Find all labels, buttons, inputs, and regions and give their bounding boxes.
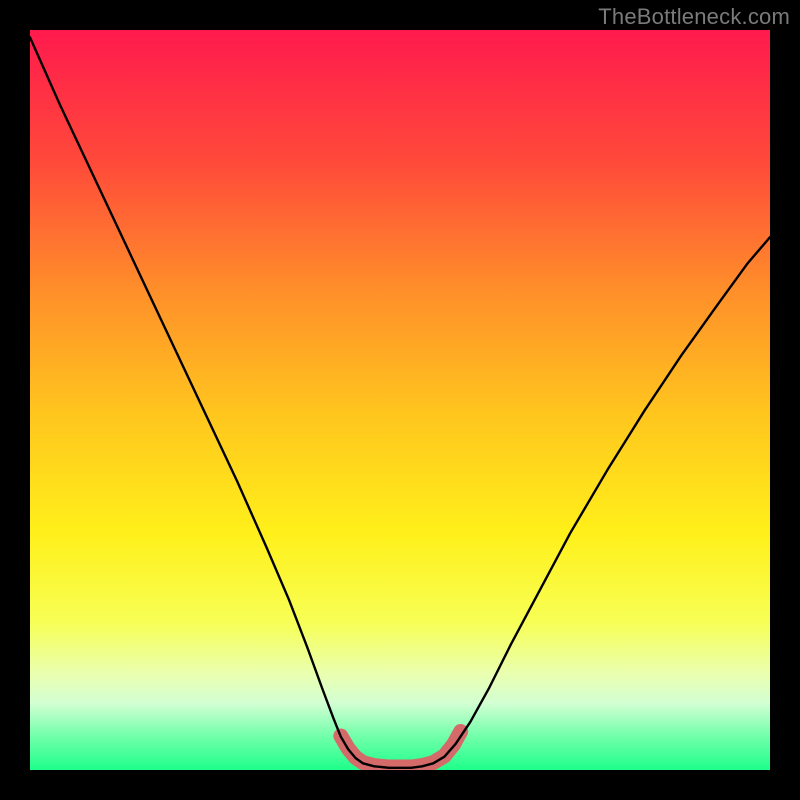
- curve-layer: [30, 30, 770, 770]
- plot-area: [30, 30, 770, 770]
- main-curve: [30, 37, 770, 767]
- chart-frame: TheBottleneck.com: [0, 0, 800, 800]
- watermark-text: TheBottleneck.com: [598, 4, 790, 30]
